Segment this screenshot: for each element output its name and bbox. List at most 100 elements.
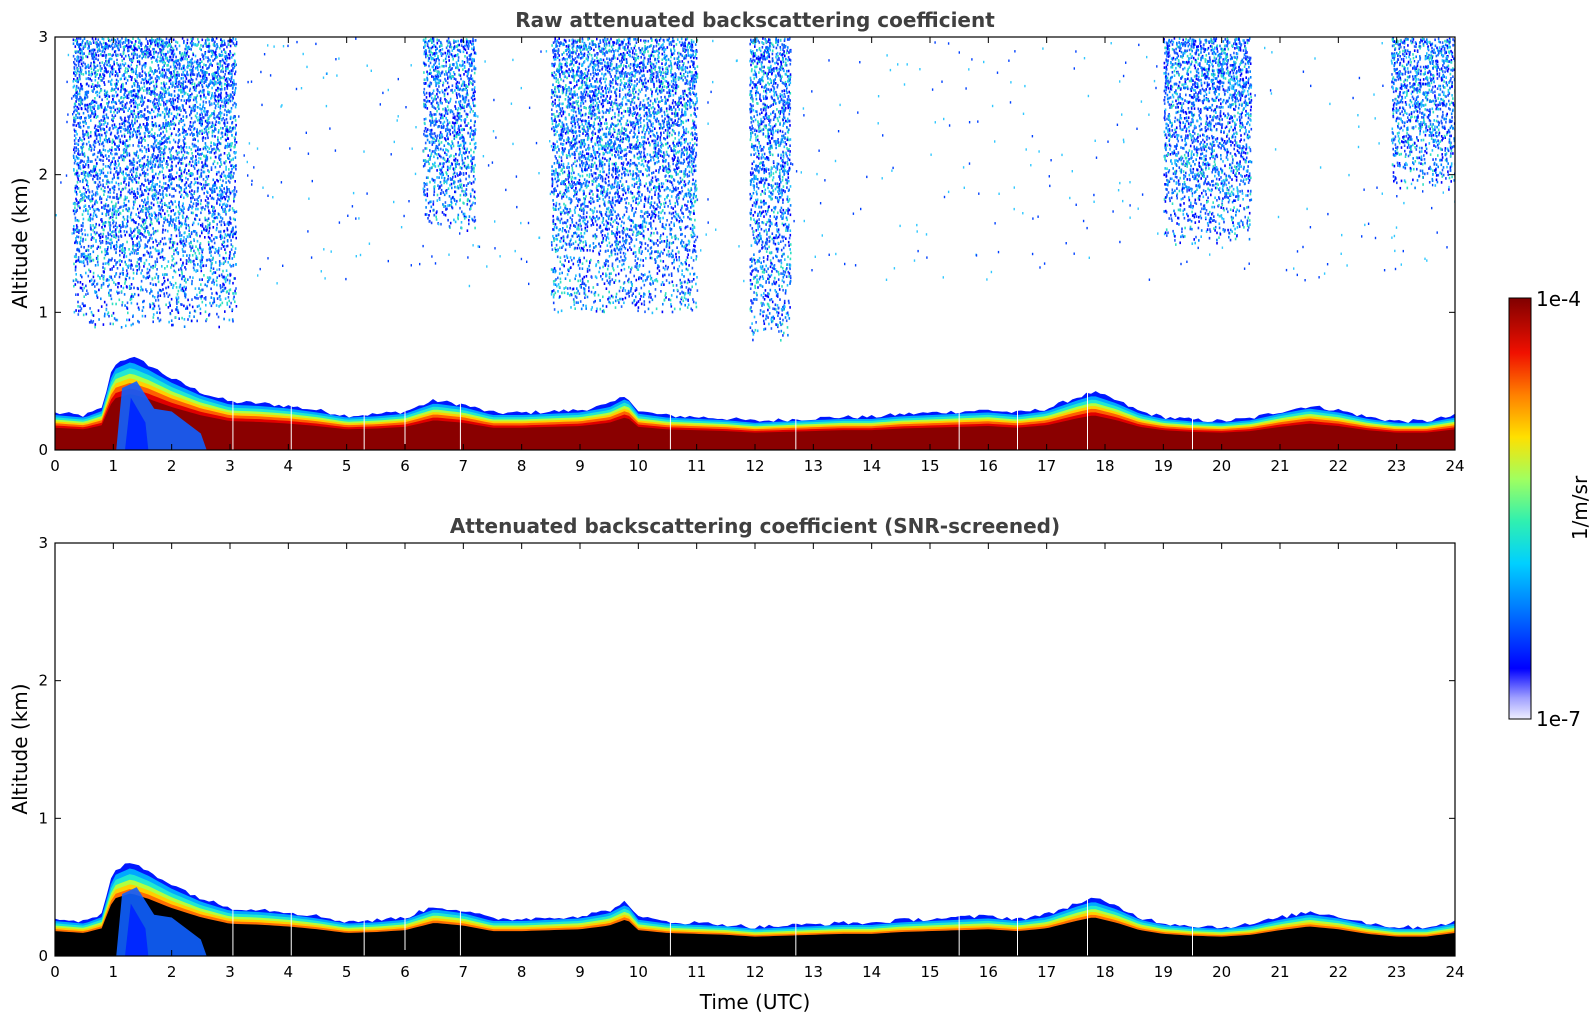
cloud-speckle <box>205 130 207 134</box>
cloud-speckle <box>226 94 228 97</box>
cloud-speckle <box>219 81 222 84</box>
cloud-speckle <box>109 53 111 56</box>
cloud-speckle <box>78 231 80 234</box>
cloud-speckle <box>191 152 193 155</box>
cloud-speckle <box>82 178 85 182</box>
cloud-speckle <box>119 245 121 249</box>
cloud-speckle <box>218 158 221 161</box>
cloud-speckle <box>203 297 206 300</box>
cloud-speckle <box>193 73 196 76</box>
cloud-speckle <box>127 64 130 68</box>
cloud-speckle <box>195 144 197 148</box>
cloud-speckle <box>100 43 103 46</box>
cloud-speckle <box>94 325 96 329</box>
cloud-speckle <box>159 201 162 204</box>
cloud-speckle <box>205 164 207 167</box>
cloud-speckle <box>213 184 216 187</box>
cloud-speckle <box>213 216 215 220</box>
cloud-speckle <box>213 96 216 100</box>
cloud-speckle <box>74 108 77 112</box>
cloud-speckle <box>107 190 110 194</box>
cloud-speckle <box>142 99 144 103</box>
cloud-speckle <box>205 144 207 148</box>
cloud-speckle <box>162 46 165 49</box>
cloud-speckle <box>118 187 120 191</box>
cloud-speckle <box>176 306 178 309</box>
cloud-speckle <box>137 192 139 195</box>
cloud-speckle <box>213 79 216 83</box>
cloud-speckle <box>123 87 125 91</box>
cloud-speckle <box>111 314 113 317</box>
cloud-speckle <box>129 40 132 43</box>
cloud-speckle <box>115 82 118 85</box>
cloud-speckle <box>81 143 84 146</box>
cloud-speckle <box>125 263 127 266</box>
cloud-speckle <box>200 211 202 215</box>
cloud-speckle <box>175 261 178 265</box>
cloud-speckle <box>93 281 95 284</box>
cloud-speckle <box>218 112 220 115</box>
cloud-speckle <box>112 196 114 199</box>
cloud-speckle <box>113 185 115 188</box>
cloud-speckle <box>189 59 192 62</box>
cloud-speckle <box>99 149 101 152</box>
cloud-speckle <box>97 140 100 143</box>
cloud-speckle <box>171 84 174 87</box>
cloud-speckle <box>126 272 129 275</box>
cloud-speckle <box>164 267 166 270</box>
cloud-speckle <box>107 262 110 266</box>
cloud-speckle <box>142 223 145 226</box>
cloud-speckle <box>114 224 117 227</box>
cloud-speckle <box>116 197 118 200</box>
cloud-speckle <box>189 160 191 164</box>
cloud-speckle <box>186 72 188 76</box>
cloud-speckle <box>204 119 207 123</box>
cloud-speckle <box>174 76 177 80</box>
cloud-speckle <box>74 158 76 162</box>
cloud-speckle <box>197 146 199 149</box>
cloud-speckle <box>145 201 148 205</box>
cloud-speckle <box>122 205 125 208</box>
cloud-speckle <box>88 205 90 208</box>
cloud-speckle <box>198 287 200 290</box>
cloud-speckle <box>230 239 232 242</box>
cloud-speckle <box>89 279 91 283</box>
cloud-speckle <box>102 179 104 182</box>
cloud-speckle <box>172 84 175 87</box>
cloud-speckle <box>136 65 138 69</box>
cloud-speckle <box>120 116 122 120</box>
cloud-speckle <box>151 37 153 40</box>
cloud-speckle <box>174 156 177 159</box>
cloud-speckle <box>215 49 217 52</box>
cloud-speckle <box>184 250 186 253</box>
cloud-speckle <box>177 289 180 293</box>
cloud-speckle <box>109 216 112 219</box>
cloud-speckle <box>147 123 149 126</box>
cloud-speckle <box>141 78 144 81</box>
cloud-speckle <box>165 291 168 295</box>
cloud-speckle <box>168 58 171 62</box>
cloud-speckle <box>197 43 199 46</box>
cloud-speckle <box>182 70 184 74</box>
cloud-speckle <box>109 45 112 48</box>
cloud-speckle <box>81 87 84 91</box>
cloud-speckle <box>216 45 219 49</box>
cloud-speckle <box>185 85 187 88</box>
cloud-speckle <box>106 178 109 182</box>
cloud-speckle <box>199 74 202 78</box>
cloud-speckle <box>231 128 234 132</box>
cloud-speckle <box>126 224 129 228</box>
cloud-speckle <box>73 231 75 235</box>
cloud-speckle <box>221 172 223 176</box>
cloud-speckle <box>93 230 96 234</box>
cloud-speckle <box>106 313 109 316</box>
cloud-speckle <box>139 185 142 188</box>
cloud-speckle <box>234 86 237 90</box>
cloud-speckle <box>179 106 181 110</box>
cloud-speckle <box>213 111 215 115</box>
cloud-speckle <box>177 88 180 92</box>
cloud-speckle <box>73 230 76 233</box>
cloud-speckle <box>188 303 191 307</box>
cloud-speckle <box>212 209 214 212</box>
cloud-speckle <box>144 165 146 168</box>
